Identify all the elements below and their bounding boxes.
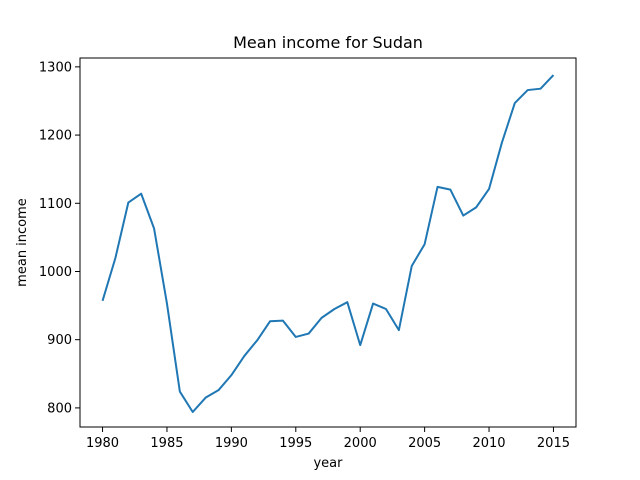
y-tick-label: 900 xyxy=(47,333,72,348)
ticks-layer: 1980 1985 1990 1995 2000 2005 2010 2015 800 900 10… xyxy=(39,60,570,451)
x-tick-label: 2005 xyxy=(408,436,441,451)
chart-title: Mean income for Sudan xyxy=(233,33,423,52)
x-tick-label: 1980 xyxy=(86,436,119,451)
series-line-mean-income xyxy=(101,74,555,413)
x-tick-label: 1985 xyxy=(150,436,183,451)
y-tick-label: 1200 xyxy=(39,129,72,144)
x-tick-label: 2015 xyxy=(537,436,570,451)
x-tick-label: 1990 xyxy=(215,436,248,451)
y-tick-label: 1100 xyxy=(39,197,72,212)
y-tick-label: 1000 xyxy=(39,265,72,280)
plot-area-frame xyxy=(79,57,577,428)
y-tick-label: 1300 xyxy=(39,60,72,75)
x-tick-label: 2000 xyxy=(344,436,377,451)
y-tick-label: 800 xyxy=(47,401,72,416)
x-tick-label: 2010 xyxy=(472,436,505,451)
x-axis-label: year xyxy=(313,456,343,471)
x-tick-label: 1995 xyxy=(279,436,312,451)
y-axis-label: mean income xyxy=(15,198,30,287)
